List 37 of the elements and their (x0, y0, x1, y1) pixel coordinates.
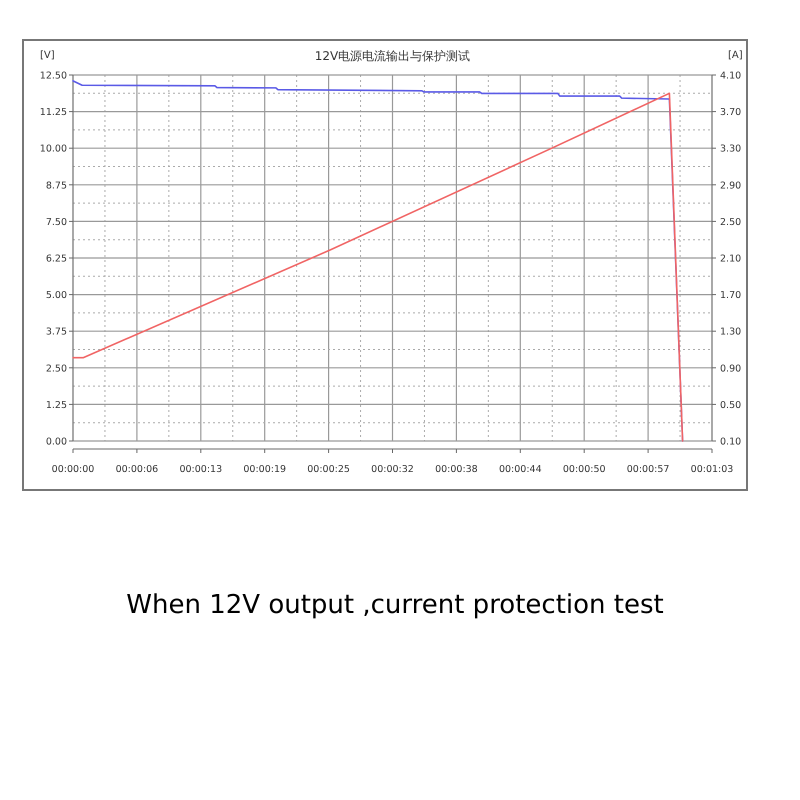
y-axis-title: [V] (40, 50, 55, 61)
x-tick-label: 00:00:44 (498, 464, 542, 475)
y2-tick-label: 0.10 (720, 436, 742, 448)
x-tick-label: 00:00:57 (626, 464, 670, 475)
y2-tick-label: 0.90 (720, 363, 742, 374)
y2-tick-label: 4.10 (720, 70, 742, 82)
x-tick-label: 00:00:38 (435, 464, 478, 475)
y-tick-label: 6.25 (46, 254, 67, 264)
y-tick-label: 7.50 (46, 216, 67, 228)
x-tick-label: 00:00:32 (371, 464, 414, 475)
x-tick-label: 00:00:06 (116, 464, 158, 475)
y2-tick-label: 1.30 (720, 326, 742, 338)
y-tick-label: 2.50 (46, 363, 67, 374)
x-tick-label: 00:01:03 (690, 464, 734, 475)
y-tick-label: 10.00 (40, 144, 67, 155)
y-tick-label: 0.00 (46, 436, 67, 448)
y-tick-label: 3.75 (46, 326, 67, 338)
y-tick-label: 11.25 (40, 107, 67, 118)
y2-tick-label: 2.50 (720, 216, 742, 228)
x-tick-label: 00:00:00 (52, 464, 94, 475)
y2-tick-label: 2.90 (720, 180, 742, 192)
x-tick-label: 00:00:25 (307, 464, 350, 475)
y2-tick-label: 3.30 (720, 144, 742, 155)
y-tick-label: 8.75 (46, 180, 67, 192)
y2-tick-label: 1.70 (720, 290, 742, 302)
y-tick-label: 1.25 (46, 400, 67, 411)
y2-axis-title: [A] (728, 50, 743, 61)
chart-title: 12V电源电流输出与保护测试 (314, 49, 470, 63)
y-tick-label: 5.00 (46, 290, 67, 302)
y2-tick-label: 3.70 (720, 107, 742, 118)
y2-tick-label: 2.10 (720, 254, 742, 264)
y-tick-label: 12.50 (40, 70, 67, 82)
x-tick-label: 00:00:19 (243, 464, 286, 475)
x-tick-label: 00:00:13 (179, 464, 222, 475)
x-tick-label: 00:00:50 (562, 464, 606, 475)
text: When 12V output ,current protection test (126, 590, 664, 620)
y2-tick-label: 0.50 (720, 400, 742, 411)
